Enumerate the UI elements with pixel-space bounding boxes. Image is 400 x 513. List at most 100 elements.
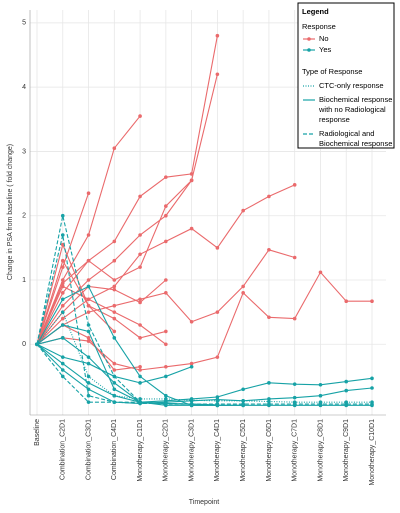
series-line — [36, 271, 372, 371]
series-line — [36, 343, 372, 405]
series-line — [36, 234, 166, 404]
data-point — [60, 291, 65, 295]
data-point — [164, 329, 168, 334]
data-point — [164, 175, 168, 179]
data-point — [189, 178, 194, 183]
x-tick-label: Combination_C3D1 — [85, 419, 92, 480]
series-line — [36, 343, 373, 403]
x-tick-label: Monotherapy_C6D1 — [266, 419, 273, 482]
y-tick-label: 3 — [22, 148, 26, 155]
data-point — [60, 233, 65, 237]
data-point — [86, 355, 91, 359]
series-line — [36, 74, 218, 345]
data-point — [138, 336, 142, 340]
legend-label: CTC-only response — [319, 81, 384, 90]
data-point — [86, 336, 91, 340]
data-point — [138, 297, 142, 302]
data-point — [164, 239, 168, 244]
data-point — [112, 284, 117, 289]
data-point — [344, 400, 349, 404]
data-point — [112, 368, 117, 372]
series-line — [36, 279, 167, 345]
data-point — [138, 364, 142, 369]
legend-label: Yes — [319, 45, 331, 54]
x-tick-label: Monotherapy_C3D1 — [188, 419, 195, 482]
data-point — [60, 310, 65, 314]
data-point — [60, 284, 65, 289]
data-point — [138, 381, 142, 385]
data-point — [267, 397, 271, 401]
data-point — [267, 399, 271, 404]
legend-label: Biochemical response — [319, 139, 392, 148]
data-point — [138, 194, 142, 199]
data-point — [112, 310, 117, 314]
x-tick-label: Monotherapy_C2D1 — [163, 419, 170, 482]
data-point — [189, 226, 194, 231]
data-point — [35, 342, 39, 347]
data-point — [112, 387, 117, 392]
data-point — [370, 299, 374, 304]
data-point — [86, 329, 91, 334]
legend-label: with no Radiological — [318, 105, 386, 114]
data-point — [86, 339, 91, 343]
x-tick-label: Baseline — [34, 419, 41, 446]
legend-label: response — [319, 115, 350, 124]
series-line — [36, 259, 166, 345]
x-tick-label: Monotherapy_C4D1 — [214, 419, 221, 482]
data-point — [370, 400, 374, 404]
data-point — [86, 400, 91, 404]
data-point — [86, 310, 91, 314]
data-point — [112, 239, 117, 244]
series-line — [36, 337, 372, 406]
data-point — [164, 278, 168, 282]
legend-box — [297, 2, 395, 149]
data-point — [189, 319, 194, 324]
data-point — [267, 402, 271, 406]
series-line — [36, 35, 218, 345]
data-point — [292, 316, 297, 321]
data-point — [164, 342, 168, 347]
data-point — [112, 393, 117, 398]
y-tick-label: 1 — [22, 277, 26, 284]
data-point — [318, 270, 323, 275]
data-point — [215, 310, 220, 314]
data-point — [189, 402, 194, 406]
x-tick-label: Monotherapy_C1D1 — [137, 419, 144, 482]
data-point — [267, 247, 271, 252]
data-point — [344, 388, 349, 393]
data-point — [292, 400, 297, 404]
data-point — [60, 355, 65, 359]
data-point — [164, 204, 168, 208]
data-point — [86, 303, 91, 308]
series-line — [36, 242, 115, 345]
data-point — [138, 397, 142, 401]
data-point — [112, 258, 117, 263]
data-point — [344, 299, 349, 304]
data-point — [318, 400, 323, 404]
data-point — [370, 386, 374, 390]
data-point — [189, 398, 194, 403]
legend-title: Legend — [302, 7, 329, 16]
x-tick-label: Monotherapy_C10D1 — [369, 419, 376, 486]
data-point — [138, 300, 142, 305]
data-point — [215, 355, 220, 359]
data-point — [292, 382, 297, 386]
data-point — [138, 401, 142, 406]
y-tick-label: 0 — [22, 341, 26, 348]
data-point — [318, 393, 323, 398]
data-point — [86, 278, 91, 282]
legend-swatch — [307, 37, 311, 41]
data-point — [86, 361, 91, 366]
data-point — [344, 379, 349, 384]
data-point — [164, 291, 168, 295]
data-point — [60, 265, 65, 269]
legend-label: Biochemical response — [319, 95, 392, 104]
data-point — [138, 114, 142, 118]
data-point — [215, 246, 220, 250]
x-tick-label: Combination_C4D1 — [111, 419, 118, 480]
data-point — [241, 284, 245, 289]
data-point — [138, 233, 142, 237]
data-point — [86, 381, 91, 385]
data-point — [138, 323, 142, 327]
data-point — [86, 393, 91, 398]
